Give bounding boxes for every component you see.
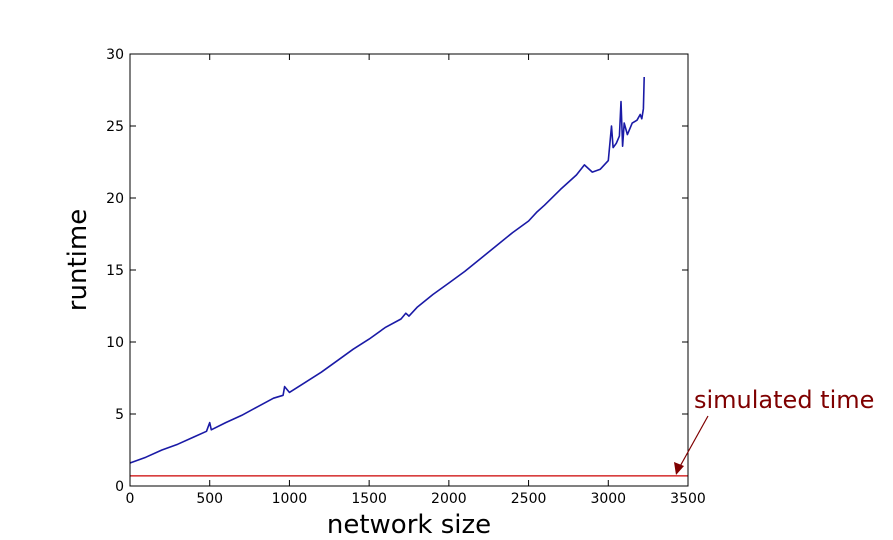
annotation-simulated-time: simulated time bbox=[694, 386, 874, 414]
tick-layer: 0 500 1000 1500 2000 2500 3000 3500 0 5 10 15 20 25 30 bbox=[106, 47, 706, 507]
y-tick-label: 5 bbox=[115, 407, 124, 423]
y-tick-label: 25 bbox=[106, 119, 124, 135]
y-tick-label: 10 bbox=[106, 335, 124, 351]
x-axis-label: network size bbox=[327, 510, 491, 540]
series-layer bbox=[129, 76, 688, 477]
plot-area bbox=[130, 54, 688, 486]
annotation-layer: simulated time bbox=[674, 386, 874, 475]
y-tick-label: 0 bbox=[115, 479, 124, 495]
x-tick-label: 3500 bbox=[670, 491, 706, 507]
y-tick-label: 20 bbox=[106, 191, 124, 207]
x-tick-label: 3000 bbox=[590, 491, 626, 507]
x-tick-label: 1000 bbox=[272, 491, 308, 507]
series-line-0 bbox=[129, 76, 645, 464]
y-tick-label: 30 bbox=[106, 47, 124, 63]
y-axis-label: runtime bbox=[63, 209, 93, 311]
y-tick-label: 15 bbox=[106, 263, 124, 279]
x-tick-label: 2000 bbox=[431, 491, 467, 507]
x-tick-label: 2500 bbox=[511, 491, 547, 507]
annotation-arrowhead bbox=[674, 462, 684, 475]
x-tick-label: 500 bbox=[196, 491, 223, 507]
x-tick-label: 1500 bbox=[351, 491, 387, 507]
annotation-arrow-line bbox=[677, 415, 709, 471]
x-tick-label: 0 bbox=[126, 491, 135, 507]
